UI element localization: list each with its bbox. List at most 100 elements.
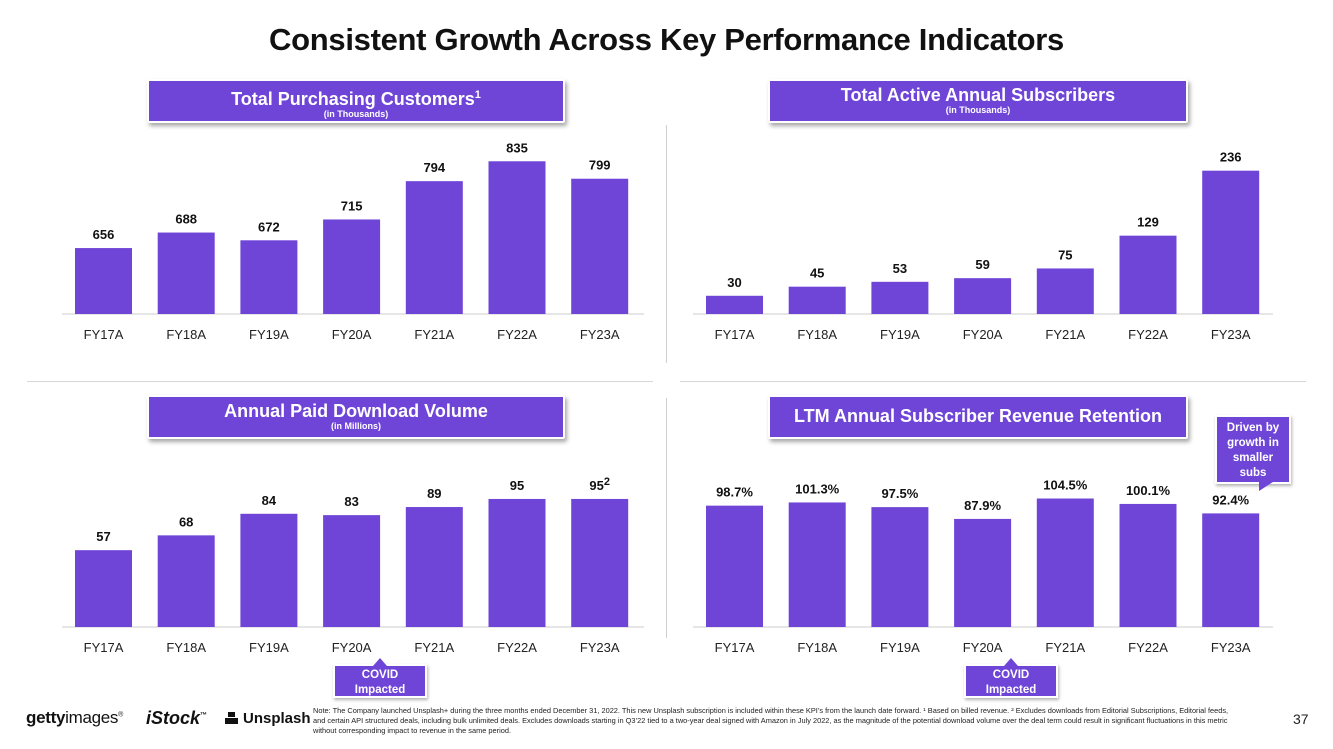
chart-ltm-revenue-retention: 98.7% FY17A 101.3% FY18A 97.5% FY19A 87.9% FY20…	[693, 478, 1273, 655]
data-label: 799	[589, 158, 611, 173]
data-label: 656	[93, 227, 115, 242]
page-title: Consistent Growth Across Key Performance…	[269, 22, 1064, 57]
covid-line1: COVID	[361, 669, 399, 681]
x-tick-label: FY20A	[332, 640, 372, 655]
x-tick-label: FY18A	[166, 327, 206, 342]
data-label: 236	[1220, 150, 1242, 165]
x-tick-label: FY20A	[963, 327, 1003, 342]
chart3-subtitle: (in Millions)	[331, 421, 381, 431]
bar-fy20a	[323, 515, 381, 627]
x-tick-label: FY17A	[84, 640, 124, 655]
chart1-title-row: Total Purchasing Customers1	[149, 85, 563, 109]
data-label: 68	[179, 514, 193, 529]
chart1-title: Total Purchasing Customers	[231, 89, 475, 109]
getty-logo-light: images	[65, 708, 119, 727]
callout-line: smaller	[1232, 452, 1274, 464]
getty-logo-bold: getty	[26, 708, 66, 727]
data-label: 101.3%	[795, 481, 840, 496]
x-tick-label: FY20A	[963, 640, 1003, 655]
horizontal-divider-right	[680, 381, 1306, 382]
bar-fy20a	[323, 219, 381, 314]
x-tick-label: FY21A	[414, 640, 454, 655]
data-label: 59	[975, 257, 989, 272]
chart4-header: LTM Annual Subscriber Revenue Retention	[768, 395, 1188, 439]
covid-line2: Impacted	[985, 684, 1037, 696]
horizontal-divider-left	[27, 381, 653, 382]
chart1-title-footnote: 1	[474, 89, 481, 101]
x-tick-label: FY18A	[166, 640, 206, 655]
bar-fy17a	[75, 248, 132, 314]
x-tick-label: FY22A	[1128, 327, 1168, 342]
callout-line: Driven by	[1226, 422, 1280, 434]
data-label: 45	[810, 266, 824, 281]
covid-line1: COVID	[992, 669, 1030, 681]
unsplash-mark-icon	[225, 712, 238, 724]
callout-line: growth in	[1227, 437, 1279, 449]
data-label: 92.4%	[1212, 492, 1249, 507]
x-tick-label: FY21A	[1045, 640, 1085, 655]
data-label-footnote: 2	[604, 476, 610, 488]
unsplash-logo: Unsplash	[225, 710, 311, 727]
data-label: 715	[341, 198, 363, 213]
bar-fy22a	[488, 161, 546, 314]
istock-logo-tm: ™	[200, 712, 208, 719]
data-label: 104.5%	[1043, 478, 1088, 493]
data-label: 87.9%	[964, 498, 1001, 513]
callout-line: subs	[1239, 467, 1267, 479]
data-label: 97.5%	[881, 486, 918, 501]
covid-annotation-downloads: COVID Impacted	[333, 658, 427, 698]
bar-fy23a	[1202, 513, 1260, 627]
bar-fy20a	[954, 278, 1012, 314]
data-label: 84	[262, 493, 277, 508]
data-label: 57	[96, 529, 110, 544]
bar-fy21a	[405, 181, 463, 314]
bar-fy20a	[954, 518, 1012, 627]
page-number: 37	[1293, 711, 1309, 727]
bar-fy18a	[788, 502, 846, 627]
covid-line2: Impacted	[354, 684, 406, 696]
bar-fy19a	[240, 240, 298, 314]
data-label: 95	[510, 478, 524, 493]
data-label: 952	[589, 476, 610, 493]
data-label: 53	[893, 261, 907, 276]
data-label: 83	[344, 494, 358, 509]
chart-annual-paid-download-volume: 57 FY17A 68 FY18A 84 FY19A 83 FY20A 89 FY21A 95 FY2…	[62, 476, 644, 655]
covid-annotation-retention: COVID Impacted	[964, 658, 1058, 698]
x-tick-label: FY19A	[249, 327, 289, 342]
bar-fy19a	[240, 513, 298, 627]
getty-logo-tm: ®	[118, 711, 123, 719]
x-tick-label: FY18A	[797, 640, 837, 655]
bar-fy17a	[706, 295, 763, 314]
bar-fy22a	[1119, 235, 1177, 314]
data-label: 129	[1137, 215, 1159, 230]
x-tick-label: FY22A	[1128, 640, 1168, 655]
bar-fy22a	[1119, 503, 1177, 627]
bar-fy18a	[157, 232, 215, 314]
x-tick-label: FY22A	[497, 640, 537, 655]
bar-fy17a	[706, 505, 763, 627]
x-tick-label: FY17A	[715, 327, 755, 342]
bar-fy17a	[75, 550, 132, 627]
bar-fy23a	[571, 498, 629, 627]
vertical-divider-top	[666, 125, 667, 363]
bar-fy23a	[571, 178, 629, 314]
x-tick-label: FY21A	[414, 327, 454, 342]
chart1-subtitle: (in Thousands)	[323, 109, 389, 119]
bar-fy19a	[871, 281, 929, 314]
istock-logo: iStock™	[146, 708, 207, 729]
istock-logo-text: iStock	[146, 708, 201, 728]
footnote-text: Note: The Company launched Unsplash+ dur…	[313, 706, 1229, 735]
bar-fy21a	[405, 507, 463, 627]
data-label: 688	[175, 212, 197, 227]
bar-fy21a	[1036, 268, 1094, 314]
x-tick-label: FY18A	[797, 327, 837, 342]
chart3-title: Annual Paid Download Volume	[224, 401, 488, 421]
x-tick-label: FY19A	[249, 640, 289, 655]
data-label: 75	[1058, 247, 1072, 262]
x-tick-label: FY23A	[1211, 640, 1251, 655]
chart2-header: Total Active Annual Subscribers (in Thou…	[768, 79, 1188, 123]
data-label: 672	[258, 219, 280, 234]
x-tick-label: FY20A	[332, 327, 372, 342]
unsplash-logo-text: Unsplash	[243, 710, 311, 727]
chart-total-purchasing-customers: 656 FY17A 688 FY18A 672 FY19A 715 FY20A 794 FY21A…	[62, 140, 644, 342]
